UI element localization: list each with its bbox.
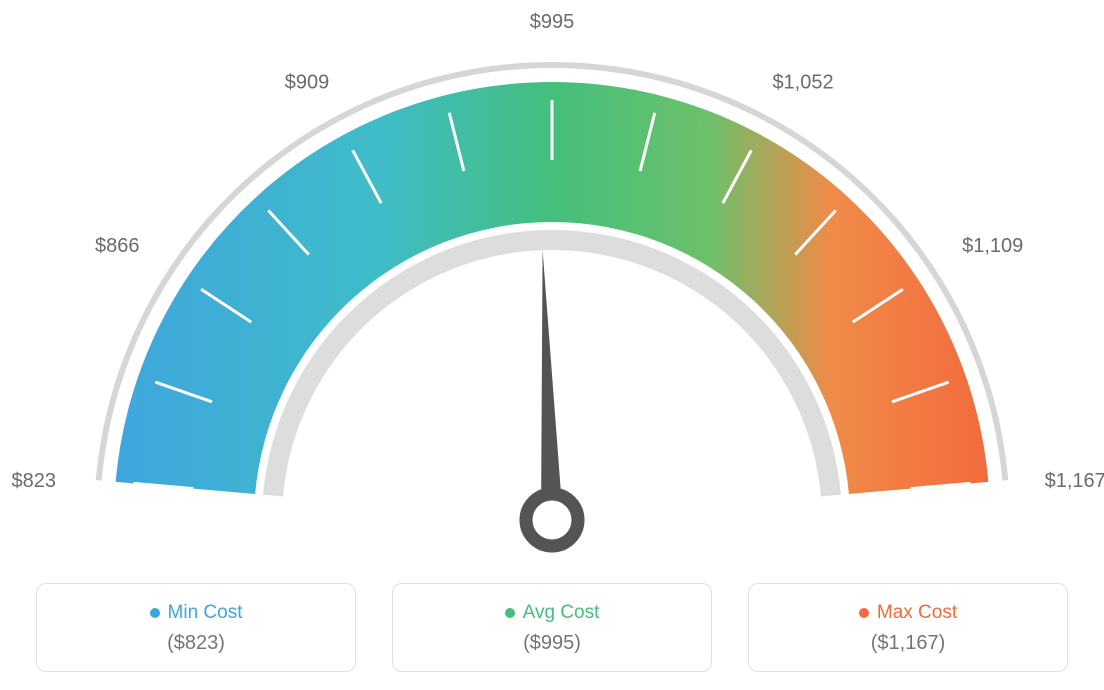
legend-title-avg: Avg Cost — [505, 602, 600, 624]
legend-title-max: Max Cost — [859, 602, 957, 624]
svg-text:$1,167: $1,167 — [1045, 470, 1104, 492]
svg-text:$995: $995 — [530, 11, 575, 33]
svg-text:$1,052: $1,052 — [772, 71, 833, 93]
legend-card-max: Max Cost ($1,167) — [748, 583, 1068, 672]
legend-dot-max — [859, 608, 869, 618]
svg-text:$1,109: $1,109 — [962, 235, 1023, 257]
legend-value-max: ($1,167) — [749, 632, 1067, 655]
legend-label-avg: Avg Cost — [523, 602, 600, 624]
gauge-chart: $823 $866 $909 $995 $1,052 $1,109 $1,167 — [0, 0, 1104, 560]
legend-label-min: Min Cost — [168, 602, 243, 624]
legend-dot-avg — [505, 608, 515, 618]
legend-card-avg: Avg Cost ($995) — [392, 583, 712, 672]
svg-text:$909: $909 — [285, 71, 330, 93]
legend-row: Min Cost ($823) Avg Cost ($995) Max Cost… — [0, 583, 1104, 672]
legend-value-avg: ($995) — [393, 632, 711, 655]
gauge-svg: $823 $866 $909 $995 $1,052 $1,109 $1,167 — [0, 0, 1104, 560]
legend-value-min: ($823) — [37, 632, 355, 655]
svg-text:$823: $823 — [12, 470, 57, 492]
legend-dot-min — [150, 608, 160, 618]
legend-label-max: Max Cost — [877, 602, 957, 624]
legend-title-min: Min Cost — [150, 602, 243, 624]
svg-text:$866: $866 — [95, 235, 140, 257]
legend-card-min: Min Cost ($823) — [36, 583, 356, 672]
